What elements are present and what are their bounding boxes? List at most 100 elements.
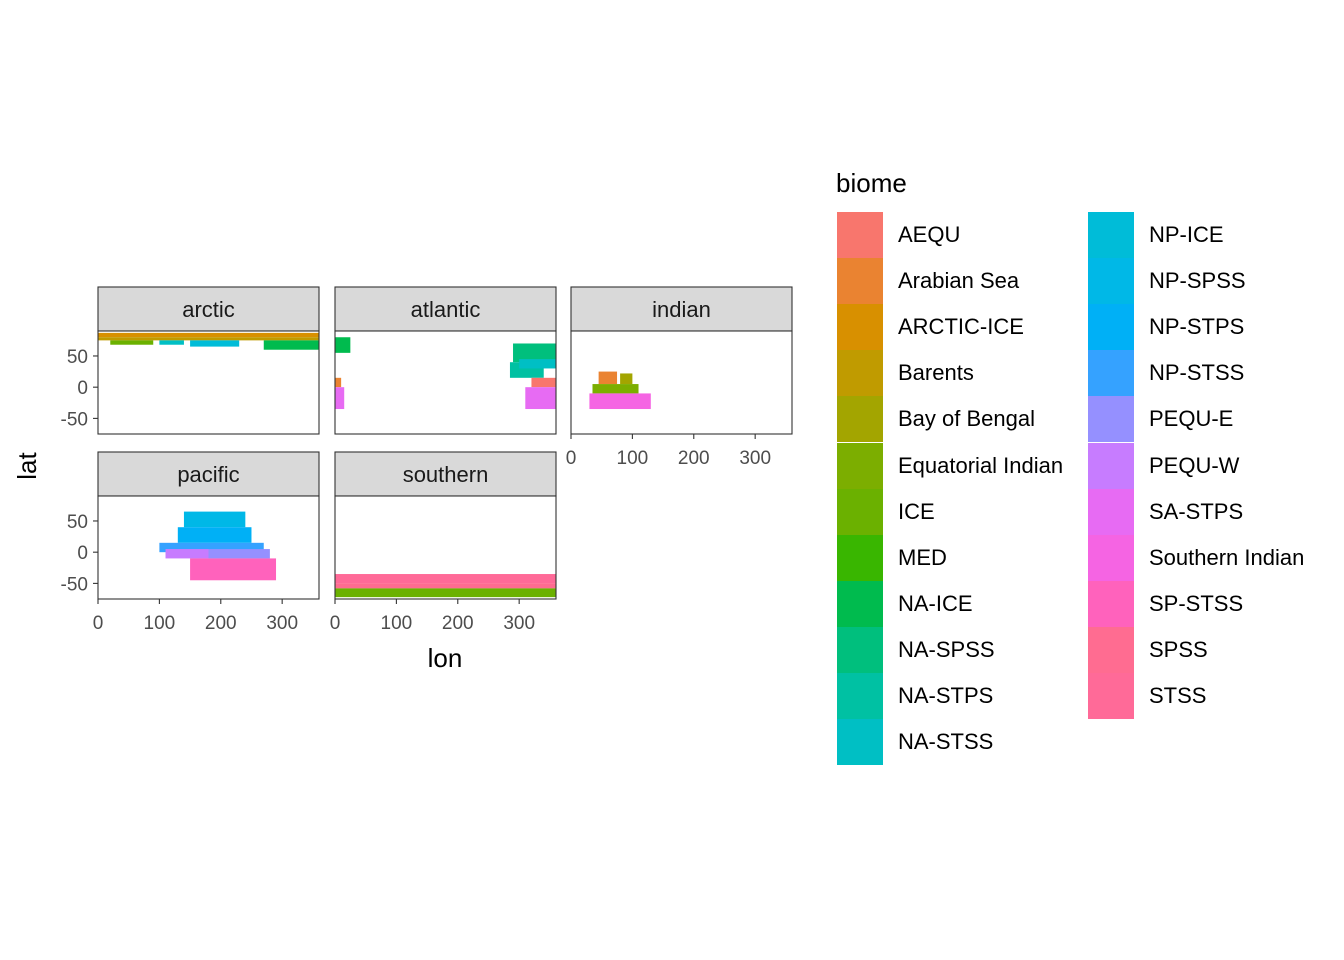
region-indian-arabian-sea <box>598 371 618 385</box>
legend-key <box>1088 673 1134 719</box>
legend-key <box>837 442 883 489</box>
legend-label: NP-STSS <box>1149 360 1245 386</box>
legend-key <box>1088 580 1134 627</box>
region-atlantic-na-stss <box>519 359 556 369</box>
panel-border-atlantic <box>334 330 557 435</box>
region-arctic-na-ice <box>263 340 319 350</box>
region-arctic-barents <box>98 337 319 341</box>
legend-key <box>837 350 883 397</box>
legend-label: PEQU-W <box>1149 452 1240 478</box>
region-arctic-na-stss <box>159 340 184 345</box>
panel-border-pacific <box>97 495 320 600</box>
facet-label-pacific: pacific <box>177 462 239 487</box>
legend-key <box>837 488 883 535</box>
legend-key <box>1088 258 1134 305</box>
legend-key <box>1088 442 1134 489</box>
legend-label: NP-SPSS <box>1149 268 1246 294</box>
legend-key <box>837 304 883 351</box>
region-pacific-sp-stss <box>190 558 277 581</box>
facet-strip-atlantic <box>334 286 557 332</box>
x-tick-label: 0 <box>93 613 104 634</box>
legend-label: Equatorial Indian <box>898 452 1064 478</box>
legend-label: Arabian Sea <box>898 268 1020 294</box>
legend-label: NP-ICE <box>1149 222 1224 247</box>
legend-key <box>1088 350 1134 397</box>
facet-label-arctic: arctic <box>182 297 235 322</box>
legend-key <box>1088 626 1134 673</box>
legend-label: NP-STPS <box>1149 314 1245 340</box>
legend-label: PEQU-E <box>1149 406 1234 432</box>
x-tick-label: 0 <box>566 448 577 469</box>
legend-label: ICE <box>898 498 935 524</box>
panel-border-indian <box>570 330 793 435</box>
facet-label-atlantic: atlantic <box>411 297 481 322</box>
legend-label: Barents <box>898 360 974 386</box>
x-axis-title: lon <box>428 643 463 673</box>
facet-strip-indian <box>570 286 793 332</box>
legend-label: MED <box>898 544 947 570</box>
region-pacific-np-spss <box>183 511 246 528</box>
legend-label: NA-ICE <box>898 590 973 616</box>
region-arctic-ice <box>110 340 154 345</box>
region-atlantic-aequ <box>531 377 556 388</box>
x-tick-label: 0 <box>330 613 341 634</box>
region-pacific-pequ-w <box>165 549 209 559</box>
legend-label: STSS <box>1149 683 1207 708</box>
y-tick-label: 0 <box>77 543 88 564</box>
legend-label: ARCTIC-ICE <box>898 314 1024 340</box>
panel-border-southern <box>334 495 557 600</box>
region-atlantic-sa-stps <box>525 387 556 410</box>
region-atlantic-na-spss <box>513 343 556 363</box>
legend-key <box>837 258 883 305</box>
y-tick-label: -50 <box>61 574 88 595</box>
region-atlantic-sa-stps <box>335 387 345 410</box>
facet-label-southern: southern <box>403 462 489 487</box>
y-tick-label: 50 <box>67 512 88 533</box>
legend-key <box>837 673 883 719</box>
facet-label-indian: indian <box>652 297 711 322</box>
legend-label: SA-STPS <box>1149 498 1244 524</box>
region-southern-stss <box>335 574 556 584</box>
legend-key <box>1088 304 1134 351</box>
x-tick-label: 100 <box>144 613 176 634</box>
legend-label: Bay of Bengal <box>898 406 1035 432</box>
facet-strip-southern <box>334 451 557 497</box>
legend-key <box>1088 488 1134 535</box>
x-tick-label: 300 <box>266 613 298 634</box>
legend-key <box>837 534 883 581</box>
legend-key <box>1088 212 1134 258</box>
x-tick-label: 100 <box>617 448 649 469</box>
region-pacific-np-stps <box>177 527 252 543</box>
legend-key <box>1088 396 1134 443</box>
y-tick-label: 50 <box>67 347 88 368</box>
legend-label: SPSS <box>1149 636 1208 662</box>
region-arctic-arctic-ice <box>98 332 319 338</box>
legend-label: SP-STSS <box>1149 590 1244 616</box>
x-tick-label: 200 <box>205 613 237 634</box>
legend-label: NA-STSS <box>898 729 994 755</box>
region-indian-bay-of-bengal <box>620 373 633 385</box>
x-tick-label: 200 <box>678 448 710 469</box>
legend-key <box>837 719 883 766</box>
x-tick-label: 100 <box>381 613 413 634</box>
y-tick-label: -50 <box>61 409 88 430</box>
y-tick-label: 0 <box>77 378 88 399</box>
legend-title: biome <box>836 168 907 198</box>
legend-key <box>1088 534 1134 581</box>
legend-label: NA-STPS <box>898 683 994 708</box>
legend-key <box>837 580 883 627</box>
region-indian-equatorial-indian <box>592 384 639 394</box>
region-southern-ice <box>335 588 556 598</box>
x-tick-label: 300 <box>503 613 535 634</box>
facet-strip-arctic <box>97 286 320 332</box>
y-axis-title: lat <box>12 451 42 479</box>
x-tick-label: 300 <box>739 448 771 469</box>
region-pacific-pequ-e <box>208 549 270 559</box>
x-tick-label: 200 <box>442 613 474 634</box>
region-arctic-np-ice <box>190 340 240 347</box>
legend-label: AEQU <box>898 222 961 247</box>
region-pacific-np-stss <box>159 542 264 553</box>
facet-strip-pacific <box>97 451 320 497</box>
panel-border-arctic <box>97 330 320 435</box>
